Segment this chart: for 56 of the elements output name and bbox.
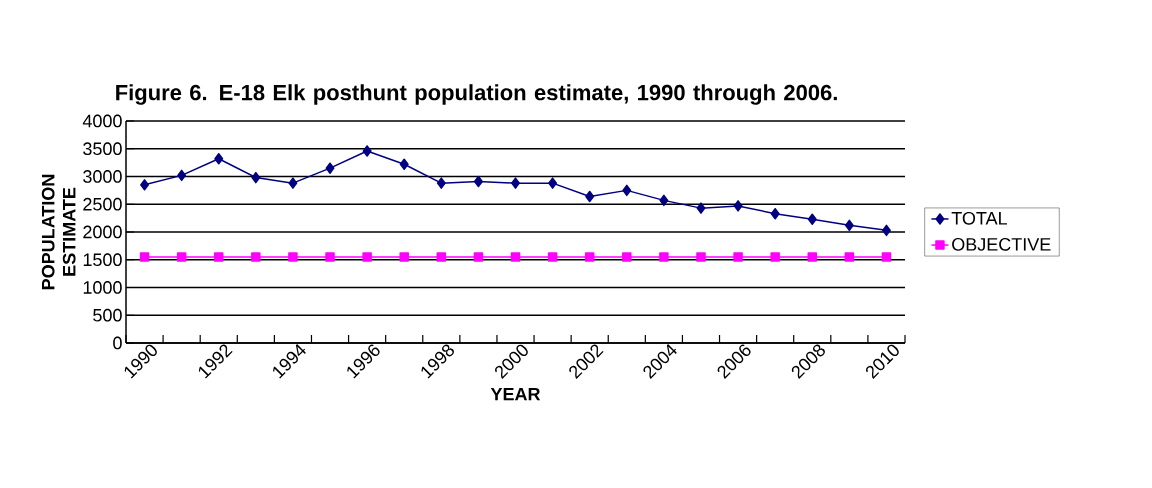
point — [770, 207, 780, 220]
point — [881, 252, 892, 262]
point — [733, 200, 743, 212]
point — [585, 190, 595, 203]
point — [548, 177, 558, 189]
point — [807, 213, 817, 225]
y-tick-label: 1500 — [83, 253, 122, 267]
y-tick-label: 3000 — [83, 170, 122, 183]
point — [844, 252, 855, 262]
x-axis-title: YEAR — [490, 387, 541, 401]
point — [511, 177, 520, 189]
point — [696, 252, 706, 262]
point — [251, 171, 261, 184]
point — [807, 252, 818, 262]
y-tick-label: 2500 — [83, 197, 122, 211]
chart-title: Figure 6. E-18 Elk posthunt population estimate, 1990 through 2006. — [116, 84, 837, 105]
point — [139, 252, 150, 262]
point — [325, 252, 335, 262]
point — [325, 162, 335, 174]
legend-label: OBJECTIVE — [952, 237, 1051, 251]
point — [510, 252, 521, 262]
y-tick-label: 1000 — [83, 281, 122, 294]
y-tick-label: 2000 — [83, 225, 122, 239]
point — [140, 179, 150, 191]
point — [770, 252, 780, 262]
point — [288, 252, 298, 262]
y-axis-title: POPULATION ESTIMATE — [41, 174, 76, 290]
point — [659, 194, 669, 207]
point — [844, 219, 854, 232]
point — [251, 252, 261, 262]
y-tick-label: 500 — [93, 308, 122, 322]
point — [399, 252, 409, 262]
point — [733, 252, 743, 262]
point — [622, 184, 632, 197]
point — [473, 252, 484, 262]
y-tick-label: 3500 — [83, 142, 122, 156]
point — [399, 158, 409, 171]
point — [881, 224, 891, 237]
point — [696, 202, 706, 214]
point — [473, 175, 483, 188]
point — [176, 252, 187, 262]
y-tick-label: 4000 — [82, 114, 122, 128]
point — [214, 152, 224, 165]
point — [362, 252, 372, 262]
point — [659, 252, 669, 262]
point — [362, 145, 372, 157]
point — [547, 252, 558, 262]
point — [288, 177, 298, 189]
point — [177, 169, 187, 182]
point — [213, 252, 224, 262]
y-tick-label: 0 — [113, 336, 122, 350]
point — [436, 177, 446, 189]
point — [436, 252, 447, 262]
point — [622, 252, 632, 262]
point — [584, 252, 595, 262]
legend-label: TOTAL — [951, 211, 1008, 225]
